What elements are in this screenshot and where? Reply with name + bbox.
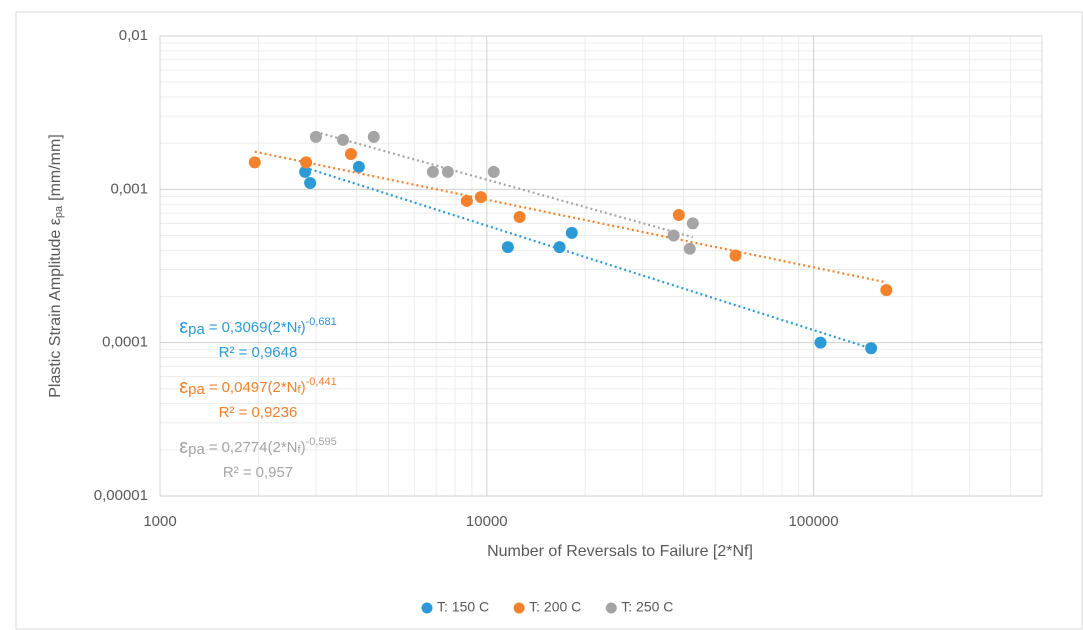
- fit-base-sub: f: [298, 324, 302, 336]
- fit-base: (2*N: [267, 319, 297, 336]
- fit-close: ): [301, 379, 306, 396]
- data-point: [352, 160, 365, 173]
- fit-r2-prefix: R² =: [219, 404, 248, 421]
- legend-label: T: 150 C: [437, 599, 489, 615]
- y-tick-label: 0,0001: [102, 334, 148, 351]
- legend-marker: [513, 602, 525, 614]
- fit-coefficient: 0,2774: [222, 439, 268, 456]
- data-point: [672, 209, 685, 222]
- data-point: [299, 165, 312, 178]
- data-point: [683, 242, 696, 255]
- data-point: [553, 241, 566, 254]
- fit-symbol: ε: [179, 436, 188, 458]
- data-point: [344, 147, 357, 160]
- fit-equation: εpa = 0,0497(2*Nf)-0,441: [179, 376, 337, 398]
- fit-symbol-sub: pa: [188, 321, 205, 338]
- data-point: [248, 156, 261, 169]
- fit-close: ): [301, 319, 306, 336]
- fit-r2-value: 0,9236: [251, 404, 297, 421]
- data-point: [309, 130, 322, 143]
- data-point: [367, 130, 380, 143]
- data-point: [441, 165, 454, 178]
- fit-base-sub: f: [298, 444, 302, 456]
- fit-symbol: ε: [179, 376, 188, 398]
- fit-r2: R² = 0,957: [223, 464, 293, 481]
- y-axis-title-part: Plastic Strain Amplitude ε: [47, 218, 64, 398]
- fit-exponent: -0,595: [306, 436, 337, 448]
- data-point: [501, 241, 514, 254]
- fit-symbol-sub: pa: [188, 381, 205, 398]
- fit-symbol: ε: [179, 316, 188, 338]
- legend-label: T: 250 C: [621, 599, 673, 615]
- fit-r2-value: 0,9648: [251, 344, 297, 361]
- y-tick-label: 0,00001: [94, 487, 148, 504]
- fit-r2: R² = 0,9648: [219, 344, 298, 361]
- data-point: [513, 211, 526, 224]
- y-tick-label: 0,01: [119, 27, 148, 44]
- fit-coefficient: 0,0497: [222, 379, 268, 396]
- fit-equation: εpa = 0,3069(2*Nf)-0,681: [179, 316, 337, 338]
- fit-r2: R² = 0,9236: [219, 404, 298, 421]
- x-tick-label: 1000: [143, 513, 176, 530]
- y-axis-title-sub: pa: [53, 205, 65, 218]
- data-point: [300, 156, 313, 169]
- data-point: [304, 176, 317, 189]
- y-tick-label: 0,001: [110, 180, 148, 197]
- data-point: [474, 191, 487, 204]
- data-point: [426, 165, 439, 178]
- fit-base-sub: f: [298, 384, 302, 396]
- data-point: [880, 284, 893, 297]
- fit-coefficient: 0,3069: [222, 319, 268, 336]
- fit-equation: εpa = 0,2774(2*Nf)-0,595: [179, 436, 337, 458]
- data-point: [460, 194, 473, 207]
- data-point: [729, 249, 742, 262]
- fit-base: (2*N: [267, 439, 297, 456]
- data-point: [336, 133, 349, 146]
- data-point: [487, 165, 500, 178]
- y-axis-title-part: [mm/mm]: [47, 134, 64, 201]
- legend-marker: [421, 602, 433, 614]
- legend-marker: [605, 602, 617, 614]
- fit-r2-value: 0,957: [256, 464, 294, 481]
- fit-equals: =: [209, 379, 218, 396]
- fit-r2-prefix: R² =: [219, 344, 248, 361]
- fit-equals: =: [209, 439, 218, 456]
- trendline: [304, 166, 872, 350]
- x-tick-label: 10000: [466, 513, 508, 530]
- fit-symbol-sub: pa: [188, 441, 205, 458]
- chart-frame: [15, 11, 1083, 630]
- data-point: [814, 336, 827, 349]
- fit-close: ): [301, 439, 306, 456]
- x-axis-title: Number of Reversals to Failure [2*Nf]: [487, 543, 753, 560]
- legend-label: T: 200 C: [529, 599, 581, 615]
- fit-exponent: -0,441: [306, 376, 337, 388]
- fit-exponent: -0,681: [306, 316, 337, 328]
- trendline: [315, 130, 694, 239]
- fit-equals: =: [209, 319, 218, 336]
- data-point: [667, 229, 680, 242]
- data-point: [686, 217, 699, 230]
- y-axis-title: Plastic Strain Amplitude εpa [mm/mm]: [47, 134, 65, 398]
- fit-r2-prefix: R² =: [223, 464, 252, 481]
- data-point: [565, 226, 578, 239]
- data-point: [865, 342, 878, 355]
- fit-base: (2*N: [267, 379, 297, 396]
- x-tick-label: 100000: [789, 513, 839, 530]
